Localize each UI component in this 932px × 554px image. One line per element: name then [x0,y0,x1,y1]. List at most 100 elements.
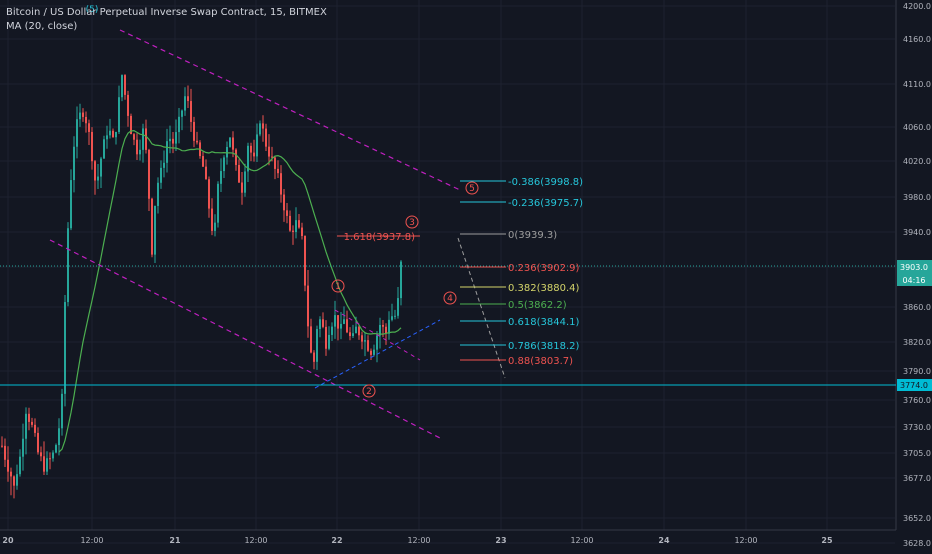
time-tick-label: 12:00 [80,536,103,545]
candle-body [115,131,117,138]
candle-body [331,326,333,335]
candle-body [190,101,192,122]
candle-body [310,326,312,353]
price-tick-label: 3980.0 [903,193,931,202]
price-tick-label: 4060.0 [903,123,931,132]
candle-body [46,458,48,472]
wave-label: 3 [409,218,415,228]
candle-body [214,222,216,231]
price-tick-label: 3790.0 [903,367,931,376]
candle-body [364,340,366,342]
candle-body [10,471,12,477]
trend-line [314,319,441,389]
candle-body [370,350,372,355]
candle-body [322,319,324,327]
price-tick-label: 3760.0 [903,396,931,405]
wave-label: 4 [447,294,453,304]
time-tick-label: 21 [169,536,181,545]
candle-body [79,112,81,120]
fib-level-label: 1.618(3937.8) [344,232,416,243]
candle-body [112,130,114,138]
fib-level-label: 0.618(3844.1) [508,317,580,328]
candle-body [376,335,378,350]
candle-body [325,326,327,349]
candle-body [358,326,360,336]
candle-body [235,149,237,165]
candle-body [163,162,165,168]
fib-level-label: 0.236(3902.9) [508,263,580,274]
candle-body [49,458,51,460]
candle-body [136,139,138,155]
candle-body [277,168,279,174]
symbol-title[interactable]: Bitcoin / US Dollar Perpetual Inverse Sw… [6,7,327,18]
candle-body [16,474,18,486]
candle-body [70,180,72,229]
candle-body [58,428,60,446]
wave-label-circle [362,384,376,398]
candle-body [64,302,66,394]
candle-body [142,128,144,150]
candle-body [232,137,234,150]
candle-body [148,149,150,199]
candle-body [106,135,108,140]
candle-body [208,179,210,209]
time-tick-label: 12:00 [734,536,757,545]
time-tick-label: 25 [821,536,833,545]
candle-body [91,131,93,162]
candle-body [205,166,207,180]
candle-body [130,115,132,135]
fib-level-label: 0.382(3880.4) [508,283,580,294]
candle-body [361,335,363,342]
candle-body [346,319,348,333]
candle-body [151,198,153,255]
candle-body [178,116,180,133]
candle-body [226,146,228,158]
candle-body [187,96,189,102]
candle-body [301,227,303,236]
candle-body [154,205,156,255]
channel-lower-line [49,239,441,439]
time-tick-label: 12:00 [570,536,593,545]
candle-body [304,235,306,286]
candle-body [241,182,243,193]
candle-body [283,194,285,211]
price-tick-label: 4160.0 [903,35,931,44]
candle-body [7,459,9,472]
wave-label-circle [465,181,479,195]
candle-body [259,123,261,135]
time-tick-label: 12:00 [244,536,267,545]
candle-body [316,329,318,362]
candle-body [73,146,75,181]
candle-body [382,324,384,327]
candle-body [166,141,168,163]
candle-body [265,128,267,147]
candle-body [349,332,351,337]
candle-body [13,476,15,486]
price-tick-label: 3730.0 [903,423,931,432]
candle-body [43,456,45,472]
fib-level-label: 0.88(3803.7) [508,356,573,367]
candle-body [4,445,6,460]
candle-body [391,316,393,320]
candle-body [223,157,225,172]
candle-body [334,315,336,327]
price-tick-label: 3860.0 [903,303,931,312]
candle-body [367,340,369,351]
candle-body [379,324,381,336]
candle-body [52,452,54,459]
indicator-label[interactable]: MA (20, close) [6,21,78,32]
wave-label: (5) [86,5,99,15]
fib-level-label: 0.5(3862.2) [508,300,567,311]
price-tick-label: 4200.0 [903,2,931,11]
fib-level-label: 0(3939.3) [508,230,557,241]
candle-body [76,119,78,147]
last-price-label-bg [897,260,932,286]
candle-body [133,134,135,140]
candle-body [313,352,315,362]
candle-body [172,138,174,144]
candle-body [373,349,375,355]
candle-body [340,323,342,329]
